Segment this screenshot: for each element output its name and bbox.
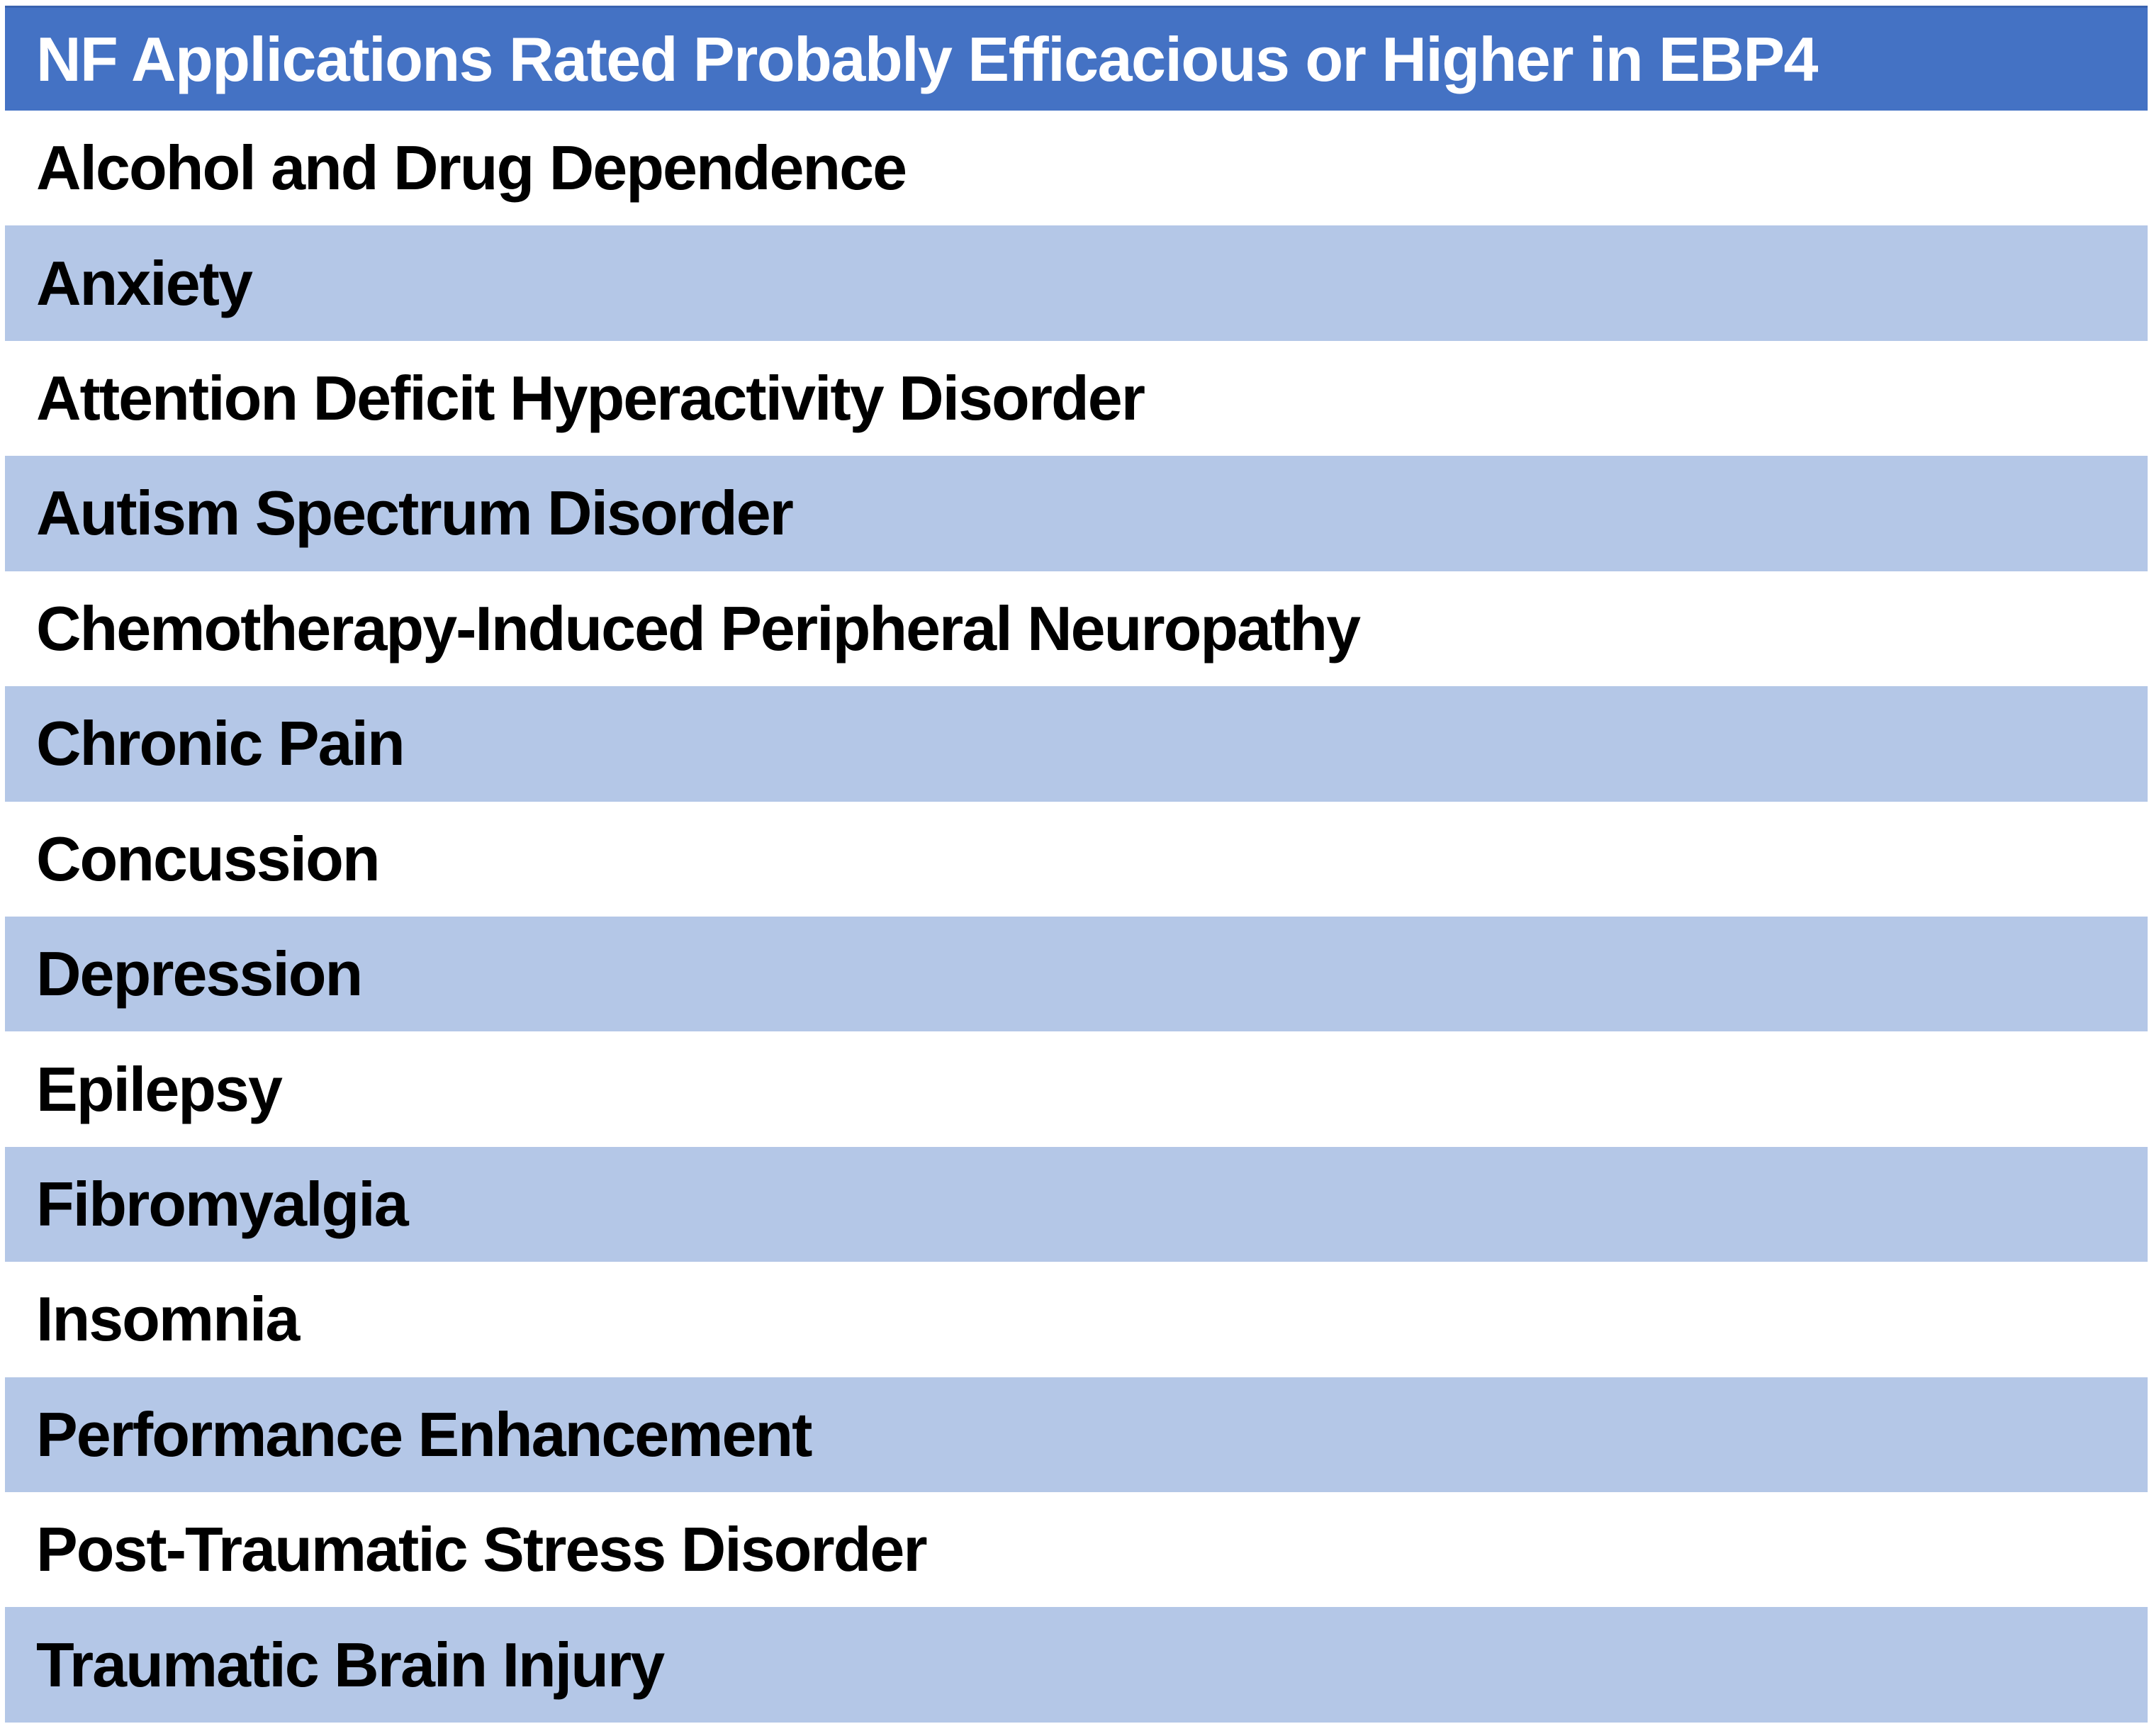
table-row: Chronic Pain — [5, 686, 2148, 802]
table-rows: Alcohol and Drug Dependence Anxiety Attent… — [5, 111, 2148, 1723]
table-row: Alcohol and Drug Dependence — [5, 111, 2148, 226]
row-label: Alcohol and Drug Dependence — [36, 133, 907, 203]
row-label: Attention Deficit Hyperactivity Disorder — [36, 363, 1145, 434]
table-row: Post-Traumatic Stress Disorder — [5, 1492, 2148, 1608]
row-label: Fibromyalgia — [36, 1169, 409, 1239]
row-label: Anxiety — [36, 247, 253, 318]
table-row: Fibromyalgia — [5, 1146, 2148, 1262]
table-row: Autism Spectrum Disorder — [5, 456, 2148, 571]
row-label: Depression — [36, 939, 363, 1009]
row-label: Chemotherapy-Induced Peripheral Neuropat… — [36, 593, 1361, 663]
table-row: Chemotherapy-Induced Peripheral Neuropat… — [5, 571, 2148, 687]
table-row: Attention Deficit Hyperactivity Disorder — [5, 340, 2148, 457]
table-header: NF Applications Rated Probably Efficacio… — [5, 6, 2148, 111]
table-row: Traumatic Brain Injury — [5, 1607, 2148, 1723]
table-title: NF Applications Rated Probably Efficacio… — [36, 23, 1818, 94]
row-label: Autism Spectrum Disorder — [36, 478, 794, 549]
table-row: Epilepsy — [5, 1031, 2148, 1147]
row-label: Performance Enhancement — [36, 1399, 812, 1469]
row-label: Insomnia — [36, 1284, 300, 1355]
row-label: Epilepsy — [36, 1053, 283, 1124]
row-label: Chronic Pain — [36, 708, 405, 779]
table-row: Performance Enhancement — [5, 1377, 2148, 1493]
row-label: Post-Traumatic Stress Disorder — [36, 1514, 928, 1585]
row-label: Traumatic Brain Injury — [36, 1629, 665, 1700]
row-label: Concussion — [36, 823, 381, 894]
table-row: Concussion — [5, 801, 2148, 917]
table-row: Depression — [5, 916, 2148, 1032]
nf-applications-table: NF Applications Rated Probably Efficacio… — [5, 6, 2148, 1723]
table-row: Anxiety — [5, 225, 2148, 341]
table-row: Insomnia — [5, 1262, 2148, 1377]
